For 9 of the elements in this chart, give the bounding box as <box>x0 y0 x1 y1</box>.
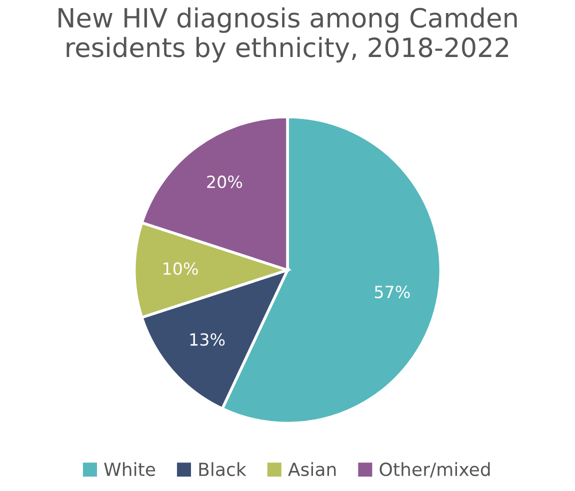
data-label: 57% <box>374 286 410 298</box>
data-label: 20% <box>207 176 242 188</box>
legend-label: Asian <box>288 462 336 476</box>
data-label: 10% <box>164 262 198 275</box>
chart-title: New HIV diagnosis among Camden residents by ethnicity, 2018-2022 <box>58 7 517 62</box>
legend-label: Other/mixed <box>380 462 490 478</box>
legend-label: Black <box>199 462 246 476</box>
data-label: 13% <box>190 333 225 346</box>
legend-label: White <box>104 462 156 476</box>
